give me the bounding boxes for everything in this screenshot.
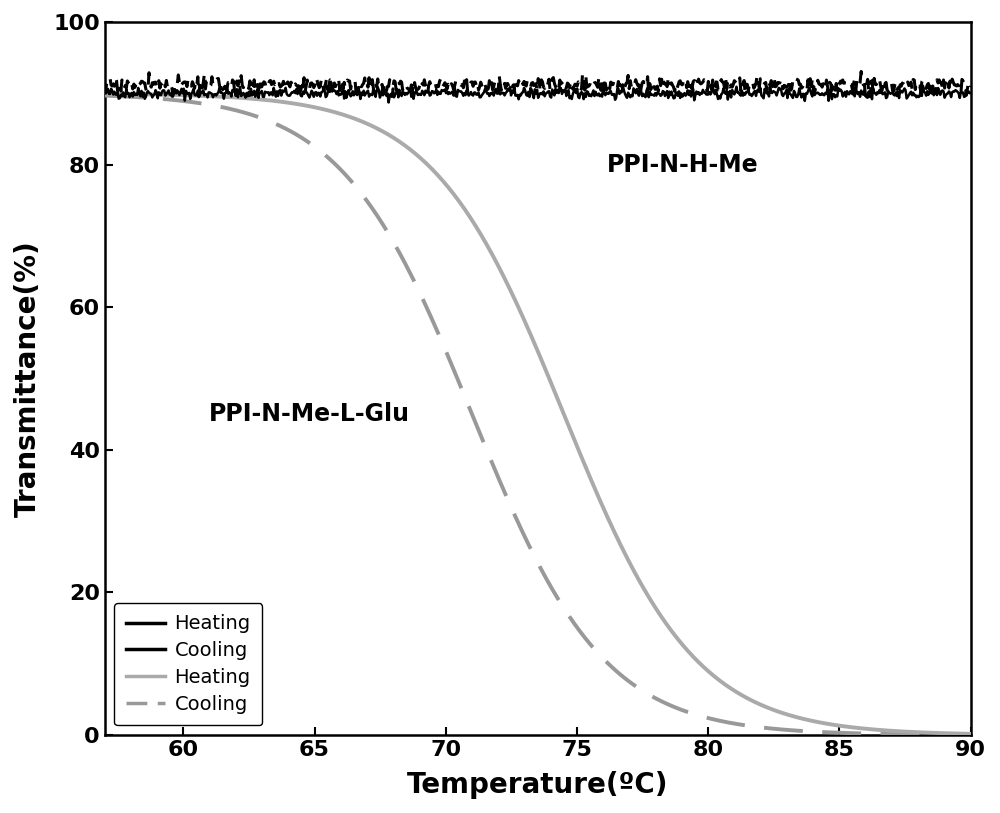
Text: PPI-N-H-Me: PPI-N-H-Me bbox=[607, 153, 759, 176]
Text: PPI-N-Me-L-Glu: PPI-N-Me-L-Glu bbox=[209, 402, 410, 426]
Legend: Heating, Cooling, Heating, Cooling: Heating, Cooling, Heating, Cooling bbox=[114, 602, 262, 725]
Y-axis label: Transmittance(%): Transmittance(%) bbox=[14, 240, 42, 517]
X-axis label: Temperature(ºC): Temperature(ºC) bbox=[407, 771, 668, 799]
